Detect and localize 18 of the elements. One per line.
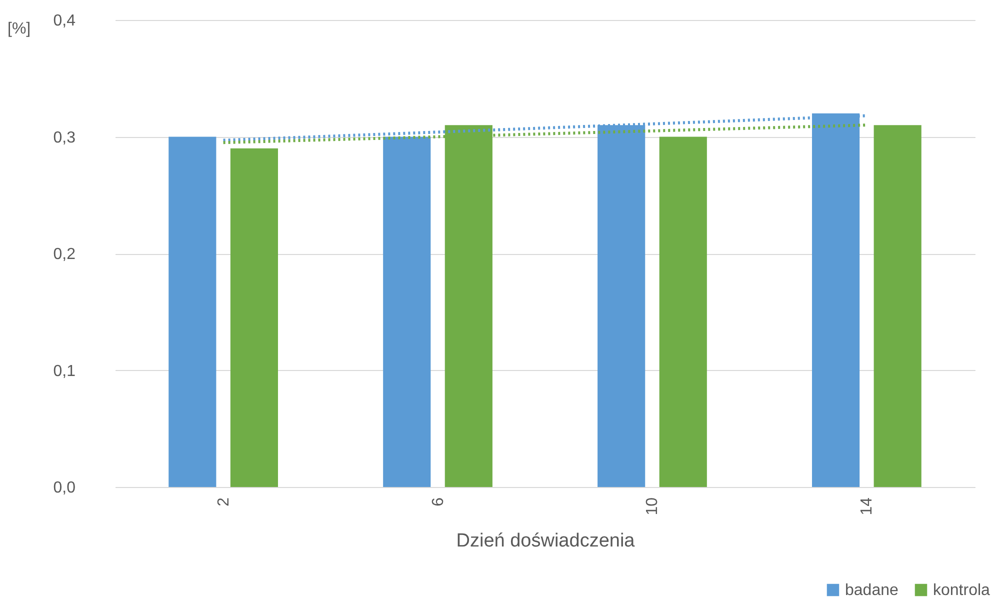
bar <box>874 125 922 487</box>
y-tick-label: 0,4 <box>53 12 76 30</box>
x-axis-title: Dzień doświadczenia <box>456 530 636 552</box>
y-axis-title: [%] <box>8 20 31 38</box>
y-tick-label: 0,1 <box>53 362 76 380</box>
x-tick-label: 2 <box>215 497 232 506</box>
legend-label: badane <box>845 582 898 599</box>
x-tick-label: 10 <box>644 497 662 516</box>
y-tick-label: 0,3 <box>53 129 76 146</box>
y-tick-label: 0,0 <box>53 480 76 496</box>
bar <box>659 136 707 487</box>
x-tick-label: 6 <box>430 497 447 506</box>
y-tick-label: 0,2 <box>53 246 76 263</box>
bar <box>168 136 216 487</box>
legend-label: kontrola <box>933 582 990 599</box>
x-tick-label: 14 <box>858 497 876 516</box>
bar <box>383 136 431 487</box>
bar <box>230 148 278 487</box>
